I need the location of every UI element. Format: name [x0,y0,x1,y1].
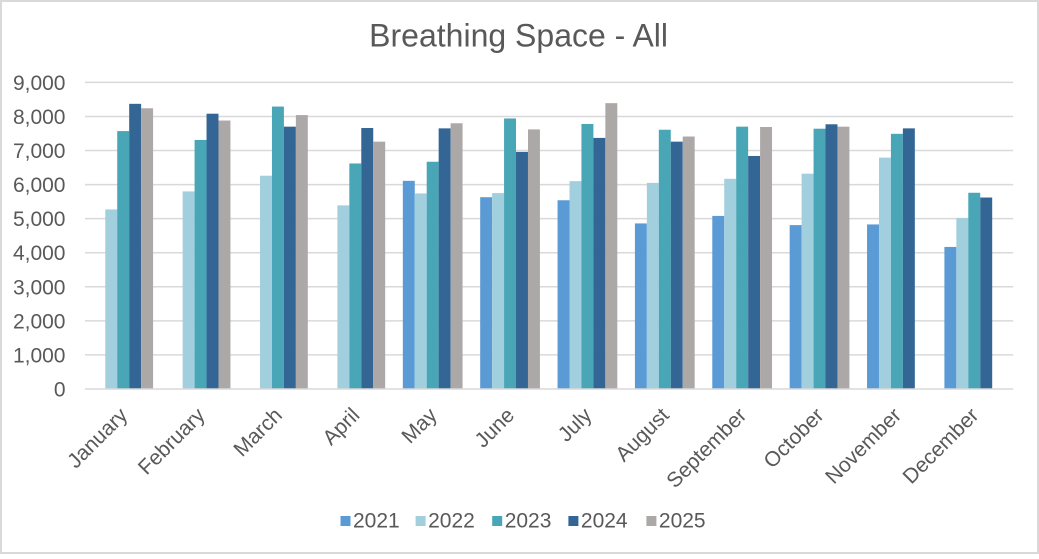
svg-text:1,000: 1,000 [13,344,66,367]
svg-text:6,000: 6,000 [13,174,66,197]
svg-text:8,000: 8,000 [13,106,66,129]
svg-text:9,000: 9,000 [13,72,66,95]
svg-text:5,000: 5,000 [13,208,66,231]
svg-text:3,000: 3,000 [13,276,66,299]
svg-text:2023: 2023 [505,510,552,533]
svg-text:2025: 2025 [659,510,706,533]
svg-text:7,000: 7,000 [13,140,66,163]
svg-text:2024: 2024 [581,510,628,533]
svg-text:2022: 2022 [428,510,475,533]
svg-text:4,000: 4,000 [13,242,66,265]
svg-text:0: 0 [54,379,66,402]
svg-text:2021: 2021 [353,510,400,533]
svg-text:2,000: 2,000 [13,310,66,333]
svg-text:Breathing Space - All: Breathing Space - All [369,18,668,54]
